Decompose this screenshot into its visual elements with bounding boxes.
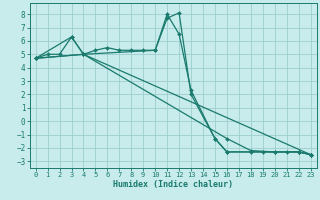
X-axis label: Humidex (Indice chaleur): Humidex (Indice chaleur) bbox=[113, 180, 233, 189]
